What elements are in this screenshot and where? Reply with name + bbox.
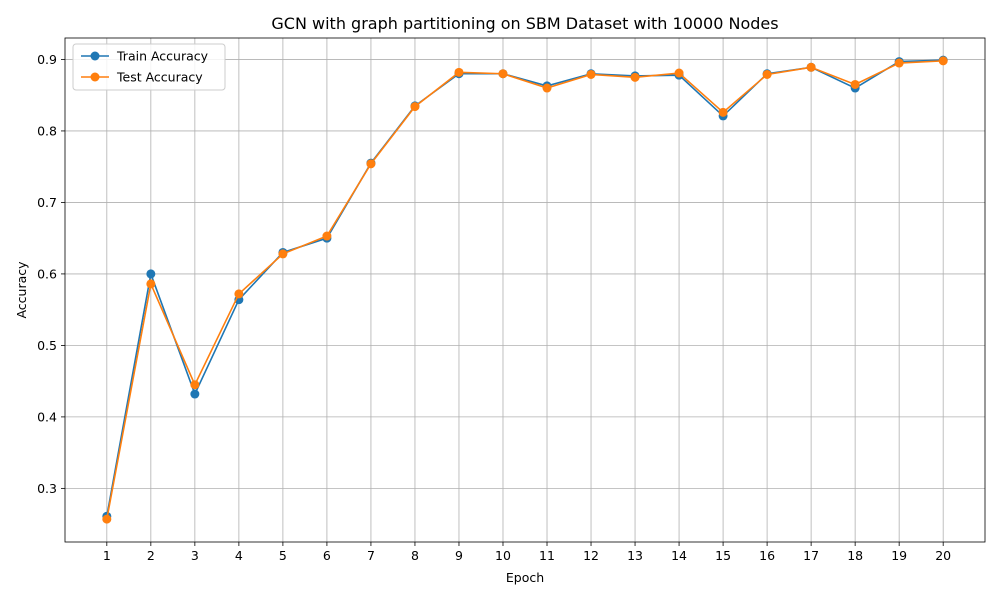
y-tick-label: 0.5 [37, 338, 57, 353]
y-tick-label: 0.4 [37, 409, 57, 424]
data-point [322, 231, 332, 241]
legend-box [72, 43, 226, 91]
y-axis-label: Accuracy [14, 261, 29, 319]
x-tick-label: 17 [803, 548, 819, 563]
legend: Train Accuracy Test Accuracy [72, 43, 226, 91]
x-tick-label: 1 [103, 548, 111, 563]
data-point [630, 72, 640, 82]
legend-entry: Test Accuracy [81, 70, 203, 85]
series-layer [102, 55, 948, 524]
x-tick-label: 11 [539, 548, 555, 563]
series-test [102, 56, 948, 524]
data-point [762, 69, 772, 79]
data-point [146, 279, 156, 289]
data-point [366, 159, 376, 169]
series-line [106, 60, 944, 520]
x-axis-label: Epoch [506, 570, 544, 585]
x-tick-label: 18 [847, 548, 863, 563]
data-point [454, 67, 464, 77]
data-point [674, 68, 684, 78]
x-axis-ticks: 1 2 3 4 5 6 7 8 9 10 11 12 13 14 15 16 17 18 19 20 [103, 542, 951, 563]
x-tick-label: 10 [495, 548, 511, 563]
y-tick-label: 0.6 [37, 266, 57, 281]
y-tick-label: 0.9 [37, 52, 57, 67]
data-point [278, 249, 288, 259]
legend-label: Train Accuracy [116, 49, 209, 64]
x-tick-label: 13 [627, 548, 643, 563]
plot-frame [64, 37, 986, 543]
data-point [938, 56, 948, 66]
data-point [586, 69, 596, 79]
data-point [894, 58, 904, 68]
data-point [718, 107, 728, 117]
x-tick-label: 4 [235, 548, 243, 563]
data-point [542, 83, 552, 93]
x-tick-label: 15 [715, 548, 731, 563]
grid-lines [65, 38, 985, 542]
data-point [410, 102, 420, 112]
data-point [850, 79, 860, 89]
y-tick-label: 0.8 [37, 123, 57, 138]
x-tick-label: 2 [147, 548, 155, 563]
x-tick-label: 8 [411, 548, 419, 563]
y-tick-label: 0.7 [37, 195, 57, 210]
data-point [190, 380, 200, 390]
x-tick-label: 3 [191, 548, 199, 563]
data-point [234, 289, 244, 299]
legend-entry: Train Accuracy [81, 49, 209, 64]
x-tick-label: 19 [891, 548, 907, 563]
x-tick-label: 5 [279, 548, 287, 563]
data-point [806, 62, 816, 72]
y-axis-ticks: 0.3 0.4 0.5 0.6 0.7 0.8 0.9 [37, 52, 65, 496]
x-tick-label: 16 [759, 548, 775, 563]
x-tick-label: 9 [455, 548, 463, 563]
data-point [146, 269, 156, 279]
y-tick-label: 0.3 [37, 481, 57, 496]
data-point [102, 514, 112, 524]
legend-marker [90, 72, 100, 82]
data-point [190, 389, 200, 399]
x-tick-label: 20 [935, 548, 951, 563]
x-tick-label: 14 [671, 548, 687, 563]
legend-label: Test Accuracy [116, 70, 203, 85]
x-tick-label: 7 [367, 548, 375, 563]
chart-title: GCN with graph partitioning on SBM Datas… [271, 14, 778, 33]
x-tick-label: 12 [583, 548, 599, 563]
data-point [498, 69, 508, 79]
legend-marker [90, 51, 100, 61]
x-tick-label: 6 [323, 548, 331, 563]
